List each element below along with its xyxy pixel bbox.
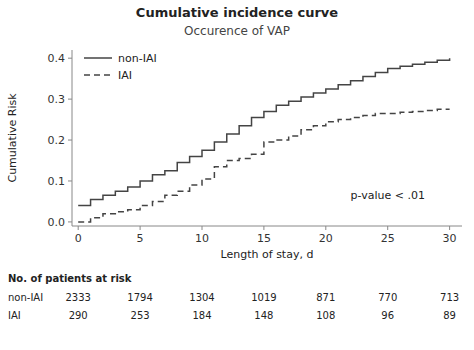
at-risk-count: 290 bbox=[69, 310, 88, 321]
annotation: p-value < .01 bbox=[351, 189, 425, 202]
at-risk-count: 770 bbox=[378, 292, 397, 303]
y-tick-label: 0.2 bbox=[48, 134, 66, 147]
chart: Cumulative incidence curve Occurence of V… bbox=[0, 0, 474, 350]
at-risk-count: 253 bbox=[131, 310, 150, 321]
at-risk-count: 2333 bbox=[65, 292, 90, 303]
x-tick-label: 25 bbox=[381, 232, 395, 245]
y-tick-label: 0.4 bbox=[48, 52, 66, 65]
legend-label: non-IAI bbox=[118, 52, 157, 65]
subtitle: Occurence of VAP bbox=[184, 24, 290, 38]
x-tick bbox=[202, 226, 203, 230]
y-axis-label: Cumulative Risk bbox=[6, 93, 19, 183]
x-tick bbox=[449, 226, 450, 230]
title: Cumulative incidence curve bbox=[136, 5, 338, 20]
at-risk-count: 96 bbox=[381, 310, 394, 321]
at-risk-count: 148 bbox=[254, 310, 273, 321]
legend: non-IAI IAI bbox=[84, 52, 157, 82]
y-tick bbox=[68, 180, 72, 181]
y-tick-label: 0.1 bbox=[48, 175, 66, 188]
plot-area bbox=[78, 58, 449, 222]
x-tick-label: 30 bbox=[443, 232, 457, 245]
x-tick bbox=[325, 226, 326, 230]
series-line bbox=[78, 58, 449, 205]
x-tick-label: 5 bbox=[137, 232, 144, 245]
x-tick bbox=[263, 226, 264, 230]
at-risk-row-label: non-IAI bbox=[8, 292, 43, 303]
legend-label: IAI bbox=[118, 69, 132, 82]
at-risk-count: 871 bbox=[316, 292, 335, 303]
y-tick-label: 0.0 bbox=[48, 216, 66, 229]
legend-swatch bbox=[84, 57, 112, 59]
x-axis bbox=[72, 226, 462, 227]
y-tick bbox=[68, 140, 72, 141]
at-risk-count: 108 bbox=[316, 310, 335, 321]
x-tick-label: 20 bbox=[319, 232, 333, 245]
y-tick bbox=[68, 58, 72, 59]
at-risk-table: No. of patients at risk non-IAI 2333 1794 13… bbox=[8, 273, 459, 321]
y-tick bbox=[68, 99, 72, 100]
at-risk-count: 1019 bbox=[251, 292, 276, 303]
at-risk-count: 713 bbox=[440, 292, 459, 303]
at-risk-count: 89 bbox=[443, 310, 456, 321]
x-tick-label: 0 bbox=[75, 232, 82, 245]
x-tick bbox=[140, 226, 141, 230]
at-risk-count: 1304 bbox=[189, 292, 214, 303]
at-risk-row-label: IAI bbox=[8, 310, 21, 321]
x-axis-label: Length of stay, d bbox=[221, 248, 314, 261]
x-tick-label: 15 bbox=[257, 232, 271, 245]
at-risk-count: 1794 bbox=[127, 292, 152, 303]
series-line bbox=[78, 109, 449, 222]
y-tick bbox=[68, 221, 72, 222]
x-tick bbox=[387, 226, 388, 230]
y-tick-label: 0.3 bbox=[48, 93, 66, 106]
x-tick-label: 10 bbox=[195, 232, 209, 245]
legend-swatch bbox=[84, 74, 112, 76]
y-axis bbox=[72, 50, 73, 226]
x-tick bbox=[78, 226, 79, 230]
at-risk-title: No. of patients at risk bbox=[8, 273, 132, 284]
at-risk-count: 184 bbox=[192, 310, 211, 321]
